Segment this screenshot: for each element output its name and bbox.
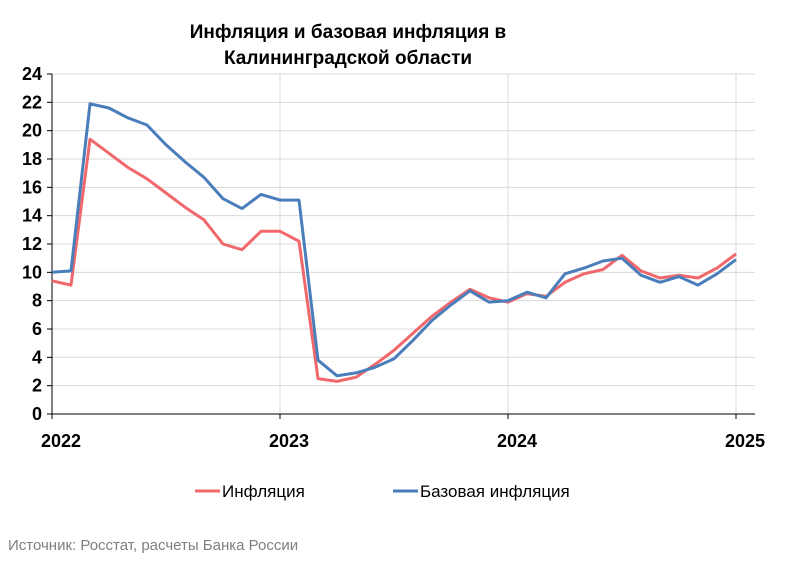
series-lines xyxy=(51,102,737,383)
x-axis-ticks: 2022 2023 2024 2025 xyxy=(41,414,765,451)
y-tick-label: 2 xyxy=(32,376,42,396)
y-tick-label: 14 xyxy=(22,206,42,226)
series-line-inflation xyxy=(51,137,737,383)
legend-label-inflation: Инфляция xyxy=(222,482,305,501)
y-tick-label: 4 xyxy=(32,347,42,367)
y-tick-label: 12 xyxy=(22,234,42,254)
x-tick-label: 2022 xyxy=(41,431,81,451)
y-tick-label: 0 xyxy=(32,404,42,424)
chart-title-line-1: Инфляция и базовая инфляция в xyxy=(190,22,506,43)
y-tick-label: 10 xyxy=(22,262,42,282)
x-tick-label: 2025 xyxy=(725,431,765,451)
line-chart: Инфляция и базовая инфляция в Калинингра… xyxy=(22,22,765,501)
legend: Инфляция Базовая инфляция xyxy=(195,482,570,501)
x-tick-label: 2023 xyxy=(269,431,309,451)
y-tick-label: 24 xyxy=(22,64,42,84)
y-tick-label: 8 xyxy=(32,291,42,311)
chart-title-line-2: Калининградской области xyxy=(224,48,472,69)
y-tick-label: 20 xyxy=(22,121,42,141)
y-tick-label: 18 xyxy=(22,149,42,169)
source-note: Источник: Росстат, расчеты Банка России xyxy=(8,537,299,554)
legend-label-core-inflation: Базовая инфляция xyxy=(420,482,570,501)
y-tick-label: 16 xyxy=(22,177,42,197)
y-tick-label: 22 xyxy=(22,92,42,112)
y-tick-label: 6 xyxy=(32,319,42,339)
grid xyxy=(52,73,755,414)
x-tick-label: 2024 xyxy=(497,431,537,451)
series-line-core-inflation xyxy=(51,102,737,378)
